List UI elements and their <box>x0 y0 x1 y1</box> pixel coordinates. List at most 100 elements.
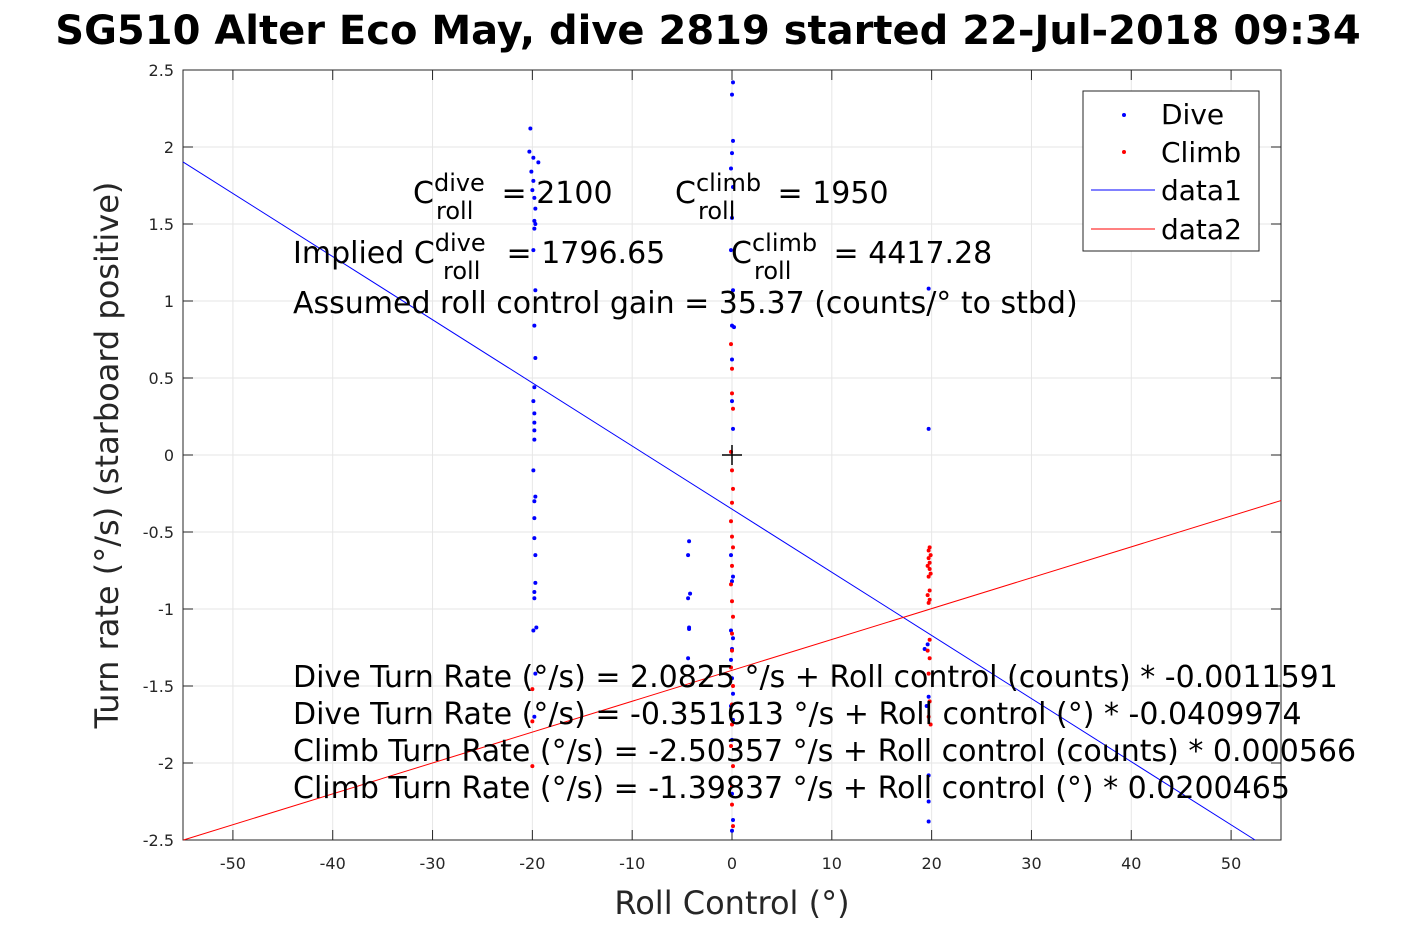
dive-point <box>730 691 735 696</box>
y-tick-label: -0.5 <box>143 523 174 542</box>
dive-point <box>730 791 734 796</box>
c-roll-dive-sup: dive <box>434 169 485 197</box>
climb-point <box>729 744 734 749</box>
dive-point <box>729 657 734 662</box>
climb-point <box>730 702 734 707</box>
dive-point <box>687 539 692 544</box>
x-tick-label: 40 <box>1121 854 1141 873</box>
climb-point <box>730 500 734 505</box>
climb-point <box>927 699 932 704</box>
dive-point <box>926 426 931 431</box>
dive-point <box>926 286 931 291</box>
x-tick-label: -40 <box>320 854 346 873</box>
dive-point <box>532 226 537 231</box>
dive-point <box>532 499 537 504</box>
x-tick-label: 0 <box>727 854 737 873</box>
dive-point <box>731 325 736 330</box>
climb-point <box>530 687 535 692</box>
dive-point <box>533 288 538 293</box>
dive-point <box>730 151 734 156</box>
dive-point <box>531 468 536 473</box>
climb-point <box>927 588 932 593</box>
dive-point <box>729 628 734 633</box>
y-tick-label: -1 <box>158 600 174 619</box>
c-roll-dive-base: C <box>413 176 434 211</box>
implied-climb-label: Cclimb roll = 4417.28 <box>731 229 992 285</box>
x-tick-label: 10 <box>822 854 842 873</box>
c-roll-climb-base: C <box>675 176 696 211</box>
climb-point <box>730 534 734 539</box>
dive-point <box>926 694 931 699</box>
climb-point <box>530 764 535 769</box>
dive-point <box>532 195 537 200</box>
roll-gain-label: Assumed roll control gain = 35.37 (count… <box>293 286 1078 321</box>
dive-point <box>922 647 927 652</box>
x-tick-label: -30 <box>419 854 445 873</box>
dive-point <box>532 714 537 719</box>
y-tick-label: 0.5 <box>149 369 174 388</box>
climb-point <box>926 548 931 553</box>
climb-point <box>729 582 734 587</box>
implied-climb-sub: roll <box>754 257 791 285</box>
dive-point <box>533 494 538 499</box>
dive-point <box>730 92 734 97</box>
x-tick-label: -50 <box>220 854 246 873</box>
climb-point <box>927 656 932 661</box>
implied-climb-sup: climb <box>752 229 817 257</box>
climb-point <box>730 824 735 829</box>
dive-point <box>530 188 535 193</box>
climb-point <box>926 671 931 676</box>
climb-point <box>730 563 734 568</box>
dive-point <box>534 625 539 630</box>
axis-ticks: -50 -40 -30 -20 -10 0 10 20 30 40 50 2.5 2 1.5 1 0.5 0 -0… <box>143 61 1281 873</box>
dive-point <box>730 399 734 404</box>
implied-dive-sub: roll <box>443 257 480 285</box>
dive-point <box>730 574 735 579</box>
climb-point <box>926 574 931 579</box>
y-tick-label: 1.5 <box>149 215 174 234</box>
dive-point <box>926 773 931 778</box>
dive-point <box>924 704 929 709</box>
dive-point <box>686 656 691 661</box>
dive-point <box>533 206 538 211</box>
dive-point <box>533 580 538 585</box>
implied-dive-sup: dive <box>435 229 486 257</box>
climb-point <box>729 342 734 347</box>
y-tick-label: -2.5 <box>143 831 174 850</box>
dive-point <box>730 717 735 722</box>
fit-line-data2 <box>183 500 1282 841</box>
c-roll-climb-sub: roll <box>698 197 735 225</box>
dive-point <box>730 288 735 293</box>
climb-point <box>729 519 734 524</box>
dive-point <box>533 553 538 558</box>
dive-point <box>536 160 541 165</box>
fit-line-data1 <box>182 161 1256 841</box>
climb-point <box>925 563 930 568</box>
dive-point <box>533 355 538 360</box>
equation-climb-counts: Climb Turn Rate (°/s) = -2.50357 °/s + R… <box>293 734 1356 769</box>
chart-title: SG510 Alter Eco May, dive 2819 started 2… <box>55 8 1360 54</box>
dive-point <box>730 676 734 681</box>
y-tick-label: -1.5 <box>143 677 174 696</box>
dive-point <box>532 420 537 425</box>
dive-point <box>532 323 537 328</box>
legend-dive-swatch <box>1122 113 1126 117</box>
dive-point <box>532 596 537 601</box>
y-tick-label: 1 <box>164 292 174 311</box>
climb-point <box>927 560 932 565</box>
climb-point <box>730 631 734 636</box>
climb-point <box>928 553 933 558</box>
equation-climb-degrees: Climb Turn Rate (°/s) = -1.39837 °/s + R… <box>293 771 1290 806</box>
c-roll-climb-sup: climb <box>696 169 761 197</box>
implied-dive-label: Implied Cdive roll = 1796.65 <box>293 229 665 285</box>
implied-dive-value: = 1796.65 <box>497 236 665 271</box>
dive-point <box>531 248 536 253</box>
dive-point <box>688 591 693 596</box>
climb-point <box>730 802 734 807</box>
climb-point <box>730 648 734 653</box>
implied-climb-value: = 4417.28 <box>824 236 992 271</box>
y-tick-label: 0 <box>164 446 174 465</box>
legend: Dive Climb data1 data2 <box>1082 90 1260 252</box>
dive-point <box>730 185 735 190</box>
